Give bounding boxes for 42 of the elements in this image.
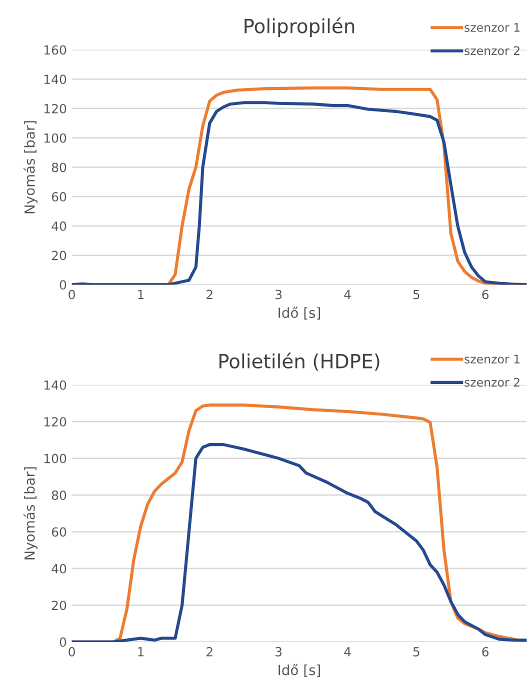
y-tick-label: 0 (60, 637, 66, 647)
x-tick-label: 3 (276, 290, 282, 300)
y-tick-label: 20 (52, 600, 66, 610)
legend-label: szenzor 1 (464, 354, 520, 364)
x-tick-label: 0 (68, 647, 75, 656)
x-tick-label: 6 (482, 647, 489, 656)
x-tick-label: 4 (344, 647, 351, 656)
y-tick-label: 100 (44, 454, 66, 464)
y-tick-label: 40 (52, 221, 66, 231)
y-tick-label: 120 (44, 104, 66, 114)
legend-label: szenzor 1 (464, 23, 520, 32)
chart-title: Polipropilén (244, 18, 354, 38)
x-tick-label: 1 (138, 647, 144, 656)
chart-title: Polietilén (HDPE) (219, 352, 380, 371)
y-tick-label: 100 (44, 133, 66, 143)
y-tick-label: 120 (44, 417, 66, 427)
x-tick-label: 6 (482, 290, 489, 300)
legend-label: szenzor 2 (464, 46, 520, 56)
x-tick-label: 1 (138, 290, 144, 300)
x-tick-label: 5 (413, 647, 420, 656)
y-axis-title: Nyomás [bar] (24, 467, 38, 560)
x-axis-title: Idő [s] (278, 664, 320, 677)
y-tick-label: 40 (52, 564, 66, 574)
y-tick-label: 80 (52, 162, 66, 172)
y-tick-label: 140 (44, 74, 66, 84)
x-tick-label: 4 (344, 290, 351, 300)
y-tick-label: 20 (52, 250, 66, 260)
legend-label: szenzor 2 (464, 378, 520, 387)
line-series (72, 443, 527, 642)
y-tick-label: 0 (60, 280, 66, 290)
y-tick-label: 60 (52, 527, 66, 537)
y-tick-label: 60 (52, 192, 66, 202)
y-tick-label: 160 (44, 45, 66, 55)
y-tick-label: 140 (44, 380, 66, 390)
x-tick-label: 2 (206, 290, 212, 300)
y-tick-label: 80 (52, 490, 66, 500)
x-tick-label: 0 (68, 290, 75, 300)
x-tick-label: 2 (206, 647, 212, 656)
x-axis-title: Idő [s] (278, 306, 320, 320)
x-tick-label: 3 (276, 647, 282, 656)
x-tick-label: 5 (413, 290, 420, 300)
y-axis-title: Nyomás [bar] (24, 121, 38, 214)
